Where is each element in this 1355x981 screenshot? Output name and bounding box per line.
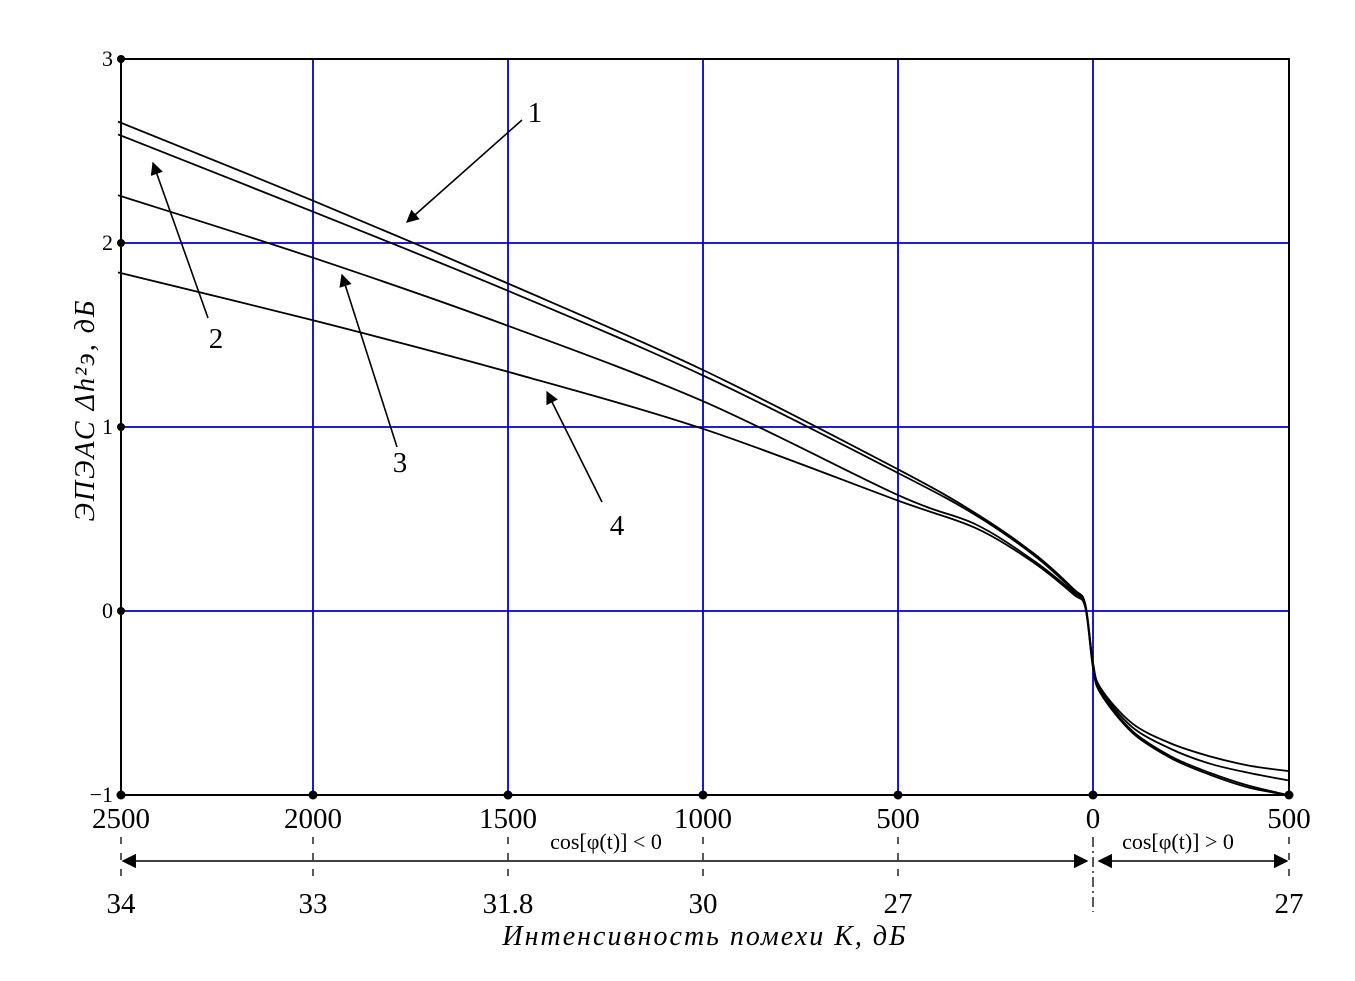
- x-tick-label: 2000: [284, 803, 342, 835]
- y-tick-label: 0: [102, 598, 113, 623]
- x-tick-dot: [1088, 790, 1098, 800]
- y-tick-label: −1: [90, 782, 113, 807]
- x-tick-label-bottom: 31.8: [483, 888, 534, 920]
- callout-arrow-4: [546, 390, 603, 503]
- x-tick-dot: [116, 790, 126, 800]
- region-right-label: cos[φ(t)] > 0: [1122, 829, 1234, 854]
- x-tick-label: 2500: [92, 803, 150, 835]
- region-indicators: cos[φ(t)] < 0 cos[φ(t)] > 0: [120, 829, 1290, 912]
- x-tick-label-bottom: 27: [1275, 888, 1304, 920]
- series-label-4: 4: [610, 510, 625, 542]
- grid: [121, 59, 1289, 795]
- series-line-3: [117, 194, 1289, 796]
- series-label-2: 2: [209, 323, 224, 355]
- series-line-1: [117, 120, 1289, 772]
- y-axis-title: ЭПЭАС Δh²э, дБ: [70, 299, 101, 522]
- series-lines: [117, 120, 1289, 796]
- y-tick-label: 3: [102, 46, 113, 71]
- x-tick-label: 1500: [479, 803, 537, 835]
- x-tick-label: 0: [1086, 803, 1101, 835]
- series-line-2: [117, 133, 1289, 782]
- x-tick-label: 500: [876, 803, 920, 835]
- y-tick-dot: [117, 607, 125, 615]
- x-axis-ticks-top: 2500 2000 1500 1000 500 0 500: [92, 790, 1311, 835]
- x-axis-ticks-bottom: 34 33 31.8 30 27 27: [107, 888, 1304, 920]
- y-tick-dot: [117, 239, 125, 247]
- x-tick-label-bottom: 34: [107, 888, 137, 920]
- x-axis-title: Интенсивность помехи K, дБ: [501, 921, 907, 952]
- x-tick-label: 1000: [674, 803, 732, 835]
- callout-arrow-1: [406, 119, 523, 223]
- y-axis-ticks: −1 0 1 2 3: [90, 46, 125, 807]
- series-callouts: 1 2 3 4: [150, 97, 625, 542]
- y-tick-dot: [117, 55, 125, 63]
- x-tick-dot: [503, 790, 513, 800]
- y-tick-dot: [117, 423, 125, 431]
- x-tick-dot: [893, 790, 903, 800]
- y-tick-label: 2: [102, 230, 113, 255]
- series-line-4: [117, 271, 1289, 796]
- series-label-1: 1: [528, 97, 543, 129]
- x-tick-label-bottom: 27: [884, 888, 913, 920]
- callout-arrow-2: [150, 161, 209, 319]
- region-left-label: cos[φ(t)] < 0: [550, 829, 662, 854]
- callout-arrow-3: [339, 273, 398, 448]
- y-tick-label: 1: [102, 414, 113, 439]
- x-tick-label-bottom: 30: [689, 888, 718, 920]
- series-label-3: 3: [393, 447, 408, 479]
- x-tick-dot: [1284, 790, 1294, 800]
- x-tick-dot: [308, 790, 318, 800]
- x-tick-label-bottom: 33: [299, 888, 328, 920]
- x-tick-dot: [698, 790, 708, 800]
- x-tick-label: 500: [1267, 803, 1311, 835]
